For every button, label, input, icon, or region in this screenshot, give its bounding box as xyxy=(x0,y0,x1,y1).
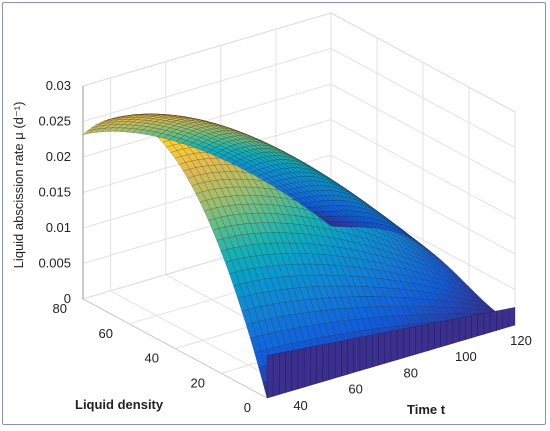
surface-edge-patch xyxy=(267,354,273,398)
surface-edge-patch xyxy=(360,336,366,371)
surface-edge-patch xyxy=(354,337,360,372)
surface-edge-patch xyxy=(472,315,478,338)
surface-edge-patch xyxy=(348,339,354,375)
surface-edge-patch xyxy=(385,331,391,363)
surface-edge-patch xyxy=(410,327,416,357)
surface-edge-patch xyxy=(304,347,310,387)
y-tick-label: 0 xyxy=(244,400,251,415)
surface-edge-patch xyxy=(341,340,347,376)
x-tick-label: 120 xyxy=(510,333,532,348)
surface-edge-patch xyxy=(496,310,502,331)
z-tick-label: 0.015 xyxy=(38,185,71,200)
surface-edge-patch xyxy=(503,309,509,329)
surface-edge-patch xyxy=(447,319,453,345)
y-tick-label: 20 xyxy=(191,375,205,390)
x-tick-label: 60 xyxy=(348,382,362,397)
y-tick-label: 40 xyxy=(145,351,159,366)
surface-edge-patch xyxy=(391,330,397,361)
surface-edge-patch xyxy=(279,352,285,395)
surface-edge-patch xyxy=(434,322,440,349)
surface-edge-patch xyxy=(484,312,490,334)
surface-edge-patch xyxy=(366,335,372,369)
surface-edge-patch xyxy=(372,334,378,367)
y-tick-label: 80 xyxy=(53,301,67,316)
z-axis-label: Liquid abscission rate μ (d⁻¹) xyxy=(11,102,26,269)
surface-edge-patch xyxy=(465,316,471,340)
surface-chart: 00.0050.010.0150.020.0250.03020406080406… xyxy=(3,3,547,426)
x-tick-label: 100 xyxy=(455,349,477,364)
surface-edge-patch xyxy=(397,329,403,360)
z-tick-label: 0.025 xyxy=(38,114,71,129)
z-tick-label: 0.005 xyxy=(38,256,71,271)
surface-edge-patch xyxy=(310,346,316,385)
surface-edge-patch xyxy=(459,317,465,342)
surface-edge-patch xyxy=(428,323,434,351)
x-tick-label: 40 xyxy=(293,398,307,413)
surface-edge-patch xyxy=(292,349,298,390)
surface-edge-patch xyxy=(453,318,459,343)
z-tick-label: 0.02 xyxy=(46,149,71,164)
surface-edge-patch xyxy=(441,321,447,347)
x-axis-label: Time t xyxy=(407,402,446,417)
surface-edge-patch xyxy=(416,325,422,354)
surface-edge-patch xyxy=(490,311,496,332)
surface-edge-patch xyxy=(509,307,515,327)
surface-edge-patch xyxy=(323,343,329,381)
surface-edge-patch xyxy=(298,348,304,389)
y-axis-label: Liquid density xyxy=(75,397,164,412)
z-tick-label: 0.03 xyxy=(46,78,71,93)
y-tick-label: 60 xyxy=(99,326,113,341)
surface-edge-patch xyxy=(329,342,335,380)
x-tick-label: 80 xyxy=(404,365,418,380)
surface-edge-patch xyxy=(317,345,323,384)
surface-edge-patch xyxy=(273,353,279,396)
surface-edge-patch xyxy=(422,324,428,352)
surface-edge-patch xyxy=(286,351,292,393)
surface-edge-patch xyxy=(478,313,484,336)
z-tick-label: 0.01 xyxy=(46,220,71,235)
surface-edge-patch xyxy=(335,341,341,378)
surface-edge-patch xyxy=(379,333,385,366)
surface-edge-patch xyxy=(403,328,409,358)
